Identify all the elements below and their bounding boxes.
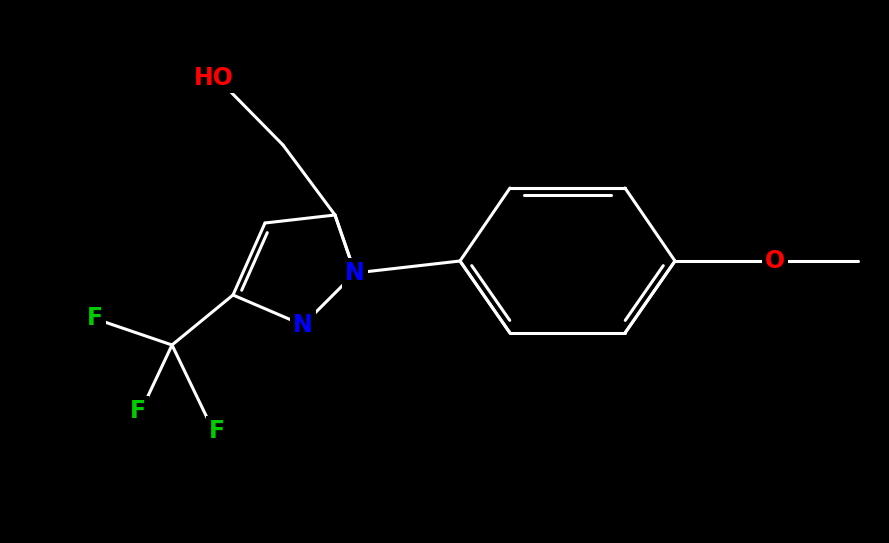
Text: O: O <box>765 249 785 273</box>
Text: HO: HO <box>194 66 234 90</box>
Text: N: N <box>345 261 364 285</box>
Text: F: F <box>130 399 146 423</box>
Text: F: F <box>87 306 103 330</box>
Text: F: F <box>209 419 225 443</box>
Text: N: N <box>293 313 313 337</box>
